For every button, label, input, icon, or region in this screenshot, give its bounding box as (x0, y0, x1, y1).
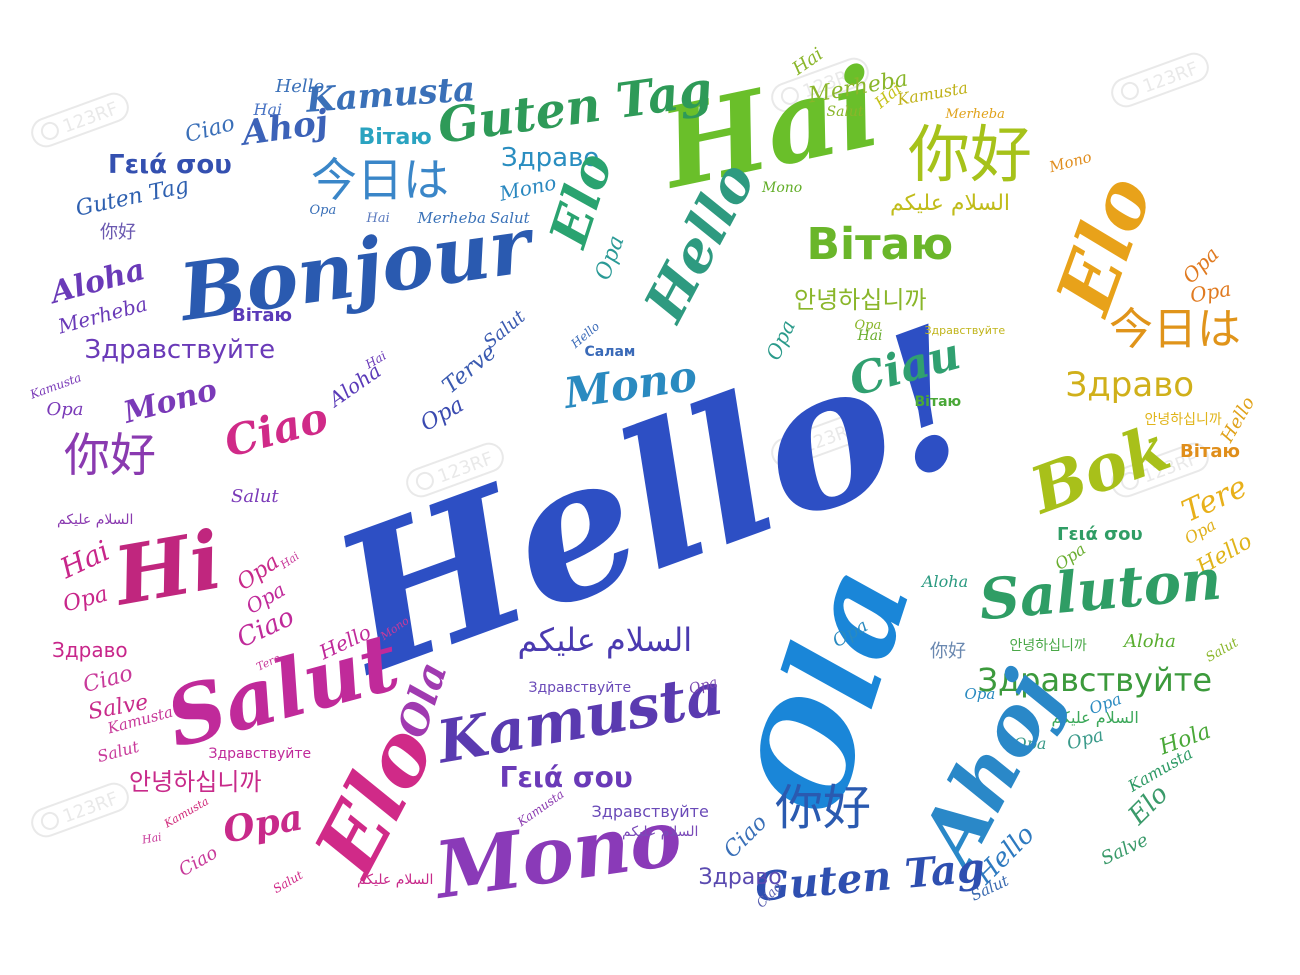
cloud-word: Ahoj (239, 102, 331, 154)
cloud-word: Terve (437, 340, 502, 400)
cloud-word: Hai (55, 534, 115, 586)
cloud-word: Saluton (976, 546, 1224, 634)
watermark-logo: 123RF (1100, 440, 1220, 500)
cloud-word: Mono (762, 180, 803, 196)
cloud-word: السلام عليكم (1051, 708, 1139, 727)
cloud-word: Mono (119, 372, 221, 431)
cloud-word: Kamusta (27, 370, 83, 402)
cloud-word: Вітаю (806, 219, 954, 270)
cloud-word: Opa (416, 392, 468, 437)
cloud-word: 你好 (908, 118, 1033, 191)
cloud-word: السلام عليكم (890, 191, 1011, 216)
cloud-word: 안녕하십니까 (129, 768, 262, 796)
cloud-word: Opa (219, 796, 306, 852)
cloud-word: Opa (59, 581, 111, 618)
cloud-word: Opa (964, 684, 996, 703)
cloud-word: Salut (1203, 634, 1241, 666)
cloud-word: Здравствуйте (924, 323, 1006, 337)
cloud-word: Hello (631, 152, 769, 332)
watermark-logo: 123RF (20, 90, 140, 150)
cloud-word: Здраво (1065, 365, 1195, 405)
cloud-word: Salut (95, 736, 141, 767)
cloud-word: Salut (490, 208, 530, 227)
cloud-word: Ciao (218, 392, 333, 467)
cloud-word: Salut (270, 867, 306, 897)
cloud-word: السلام عليكم (517, 621, 693, 659)
cloud-word: Hello (275, 76, 325, 97)
cloud-word: Opa (309, 202, 337, 218)
cloud-word: Здравствуйте (591, 802, 709, 821)
cloud-word: Guten Tag (73, 173, 191, 222)
cloud-word: 你好 (100, 222, 136, 243)
cloud-word: السلام عليكم (357, 872, 434, 888)
cloud-word: Γειά σου (499, 761, 633, 794)
cloud-word: السلام عليكم (57, 512, 134, 528)
cloud-word: Hai (253, 100, 283, 119)
cloud-word: Γειά σου (1057, 524, 1143, 545)
cloud-word: Merheba (417, 208, 487, 227)
cloud-word: Opa (854, 317, 882, 333)
watermark-logo: 123RF (395, 440, 515, 500)
cloud-word: Ahoj (900, 656, 1079, 880)
watermark-logo: 123RF (760, 410, 880, 470)
cloud-word: Вітаю (232, 305, 292, 326)
cloud-word: Ciao (719, 810, 773, 864)
cloud-word: Hai (141, 829, 163, 847)
cloud-word: Opa (1064, 724, 1106, 755)
cloud-word: Ciao (174, 842, 221, 881)
cloud-word: Здравствуйте (84, 335, 276, 365)
cloud-word: Hai (366, 210, 390, 226)
cloud-word: Salve (1097, 829, 1152, 870)
cloud-word: Здравствуйте (208, 746, 312, 762)
cloud-word: Hi (107, 512, 229, 624)
cloud-word: Здравствуйте (977, 661, 1213, 699)
cloud-word: Здравствуйте (528, 680, 632, 696)
cloud-word: Вітаю (914, 394, 962, 410)
cloud-word: Ciao (182, 110, 238, 149)
cloud-word: 안녕하십니까 (1009, 638, 1087, 654)
cloud-word: Ciao (80, 660, 136, 699)
cloud-word: Hai (857, 328, 883, 344)
cloud-word: Salut (826, 104, 864, 120)
watermark-logo: 123RF (1100, 50, 1220, 110)
cloud-word: Elo (1038, 165, 1170, 325)
cloud-word: Opa (1187, 276, 1233, 308)
cloud-word: Hai (278, 549, 302, 571)
watermark-logo: 123RF (20, 780, 140, 840)
cloud-word: Guten Tag (753, 844, 987, 911)
cloud-word: Здраво (501, 143, 600, 173)
cloud-word: Вітаю (358, 125, 432, 150)
watermark-logo: 123RF (760, 55, 880, 115)
cloud-word: 你好 (64, 428, 156, 482)
cloud-word: Aloha (1124, 631, 1176, 652)
cloud-word: 今日は (311, 153, 449, 207)
cloud-word: Aloha (922, 572, 969, 591)
cloud-word: Opa (46, 399, 84, 420)
cloud-word: Hello (1216, 393, 1259, 447)
cloud-word: 你好 (775, 780, 872, 836)
cloud-word: Bok (1020, 410, 1180, 529)
cloud-word: 안녕하십니까 (1144, 412, 1222, 428)
cloud-word: Вітаю (1180, 441, 1240, 462)
cloud-word: Mono (496, 170, 558, 206)
cloud-word: Kamusta (161, 794, 211, 830)
cloud-word: Γειά σου (108, 150, 232, 180)
cloud-word: 今日は (1109, 304, 1241, 355)
cloud-word: Здраво (52, 638, 128, 662)
cloud-word: Salut (231, 486, 279, 507)
cloud-word: Merheba (945, 106, 1005, 122)
cloud-word: Здраво (698, 865, 782, 890)
cloud-word: Aloha (324, 358, 386, 412)
cloud-word: 你好 (930, 641, 966, 662)
cloud-word: السلام عليكم (622, 824, 699, 840)
cloud-word: Салам (584, 344, 636, 360)
cloud-word: 안녕하십니까 (794, 286, 927, 314)
cloud-word: Opa (1013, 734, 1047, 753)
